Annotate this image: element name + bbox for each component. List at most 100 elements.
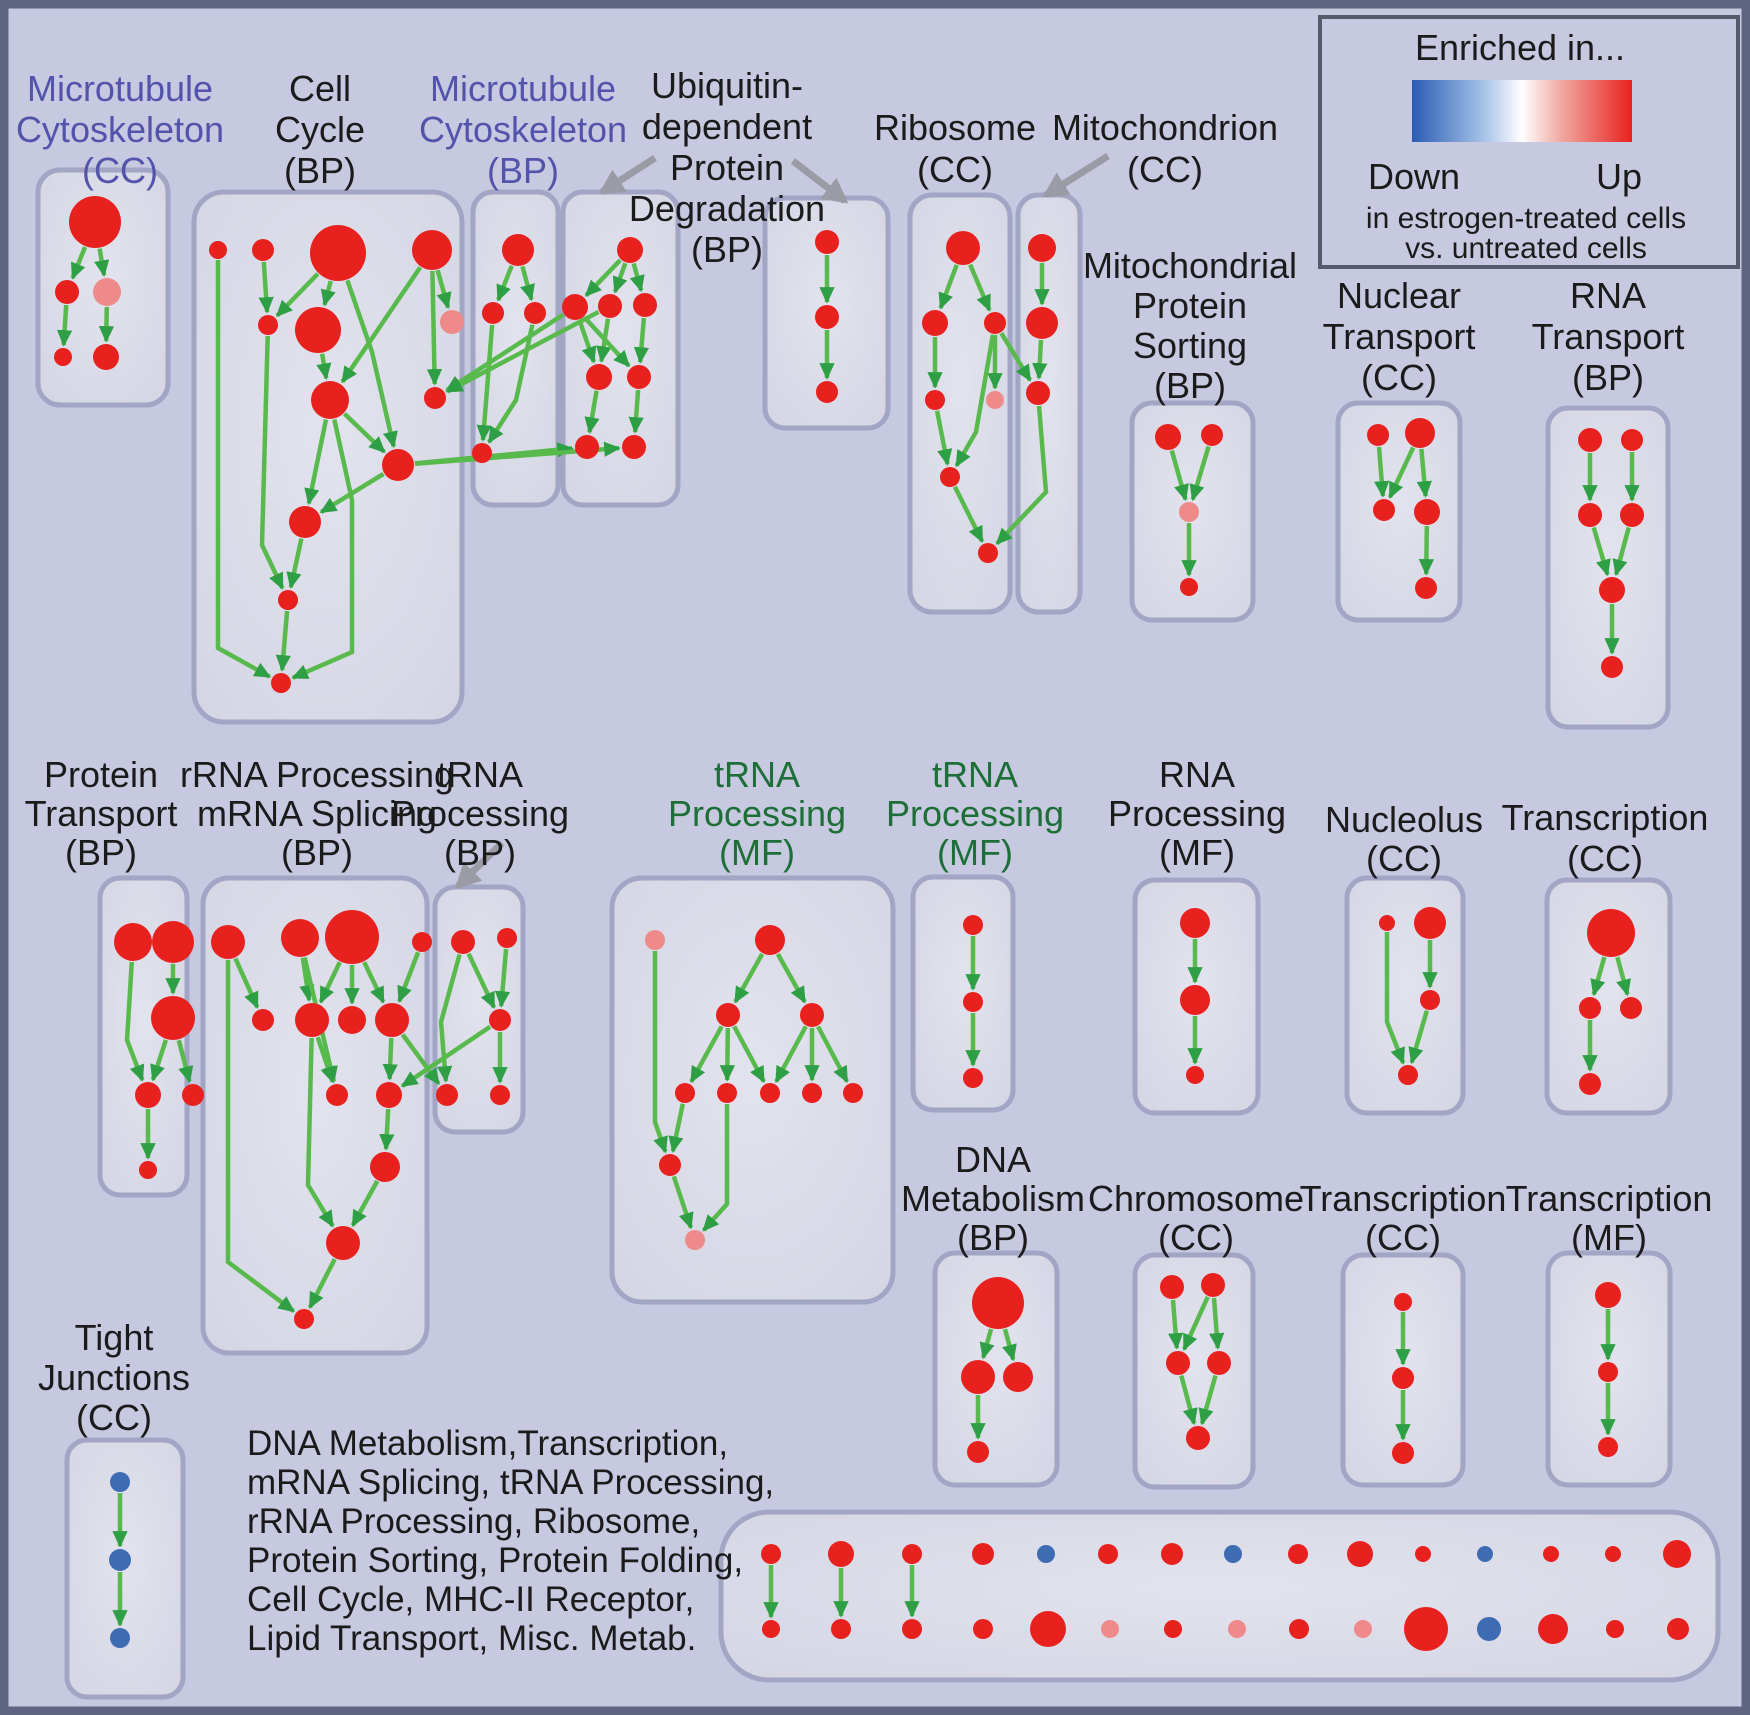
gene-node-pt2 xyxy=(152,921,194,963)
gene-node-nt2 xyxy=(1405,418,1435,448)
edge-dm1-dm3 xyxy=(1002,1328,1017,1362)
cluster-label-nuclear-transport: Nuclear Transport (CC) xyxy=(1323,275,1476,398)
edge-dm1-dm2 xyxy=(979,1328,995,1360)
cluster-label-microtubule-bp: Microtubule Cytoskeleton (BP) xyxy=(419,68,627,191)
edge-u0-u2 xyxy=(612,262,628,294)
cluster-label-chromosome: Chromosome (CC) xyxy=(1088,1178,1304,1258)
gene-node-nt4 xyxy=(1414,499,1440,525)
cluster-box-misc-cluster-strip xyxy=(718,1509,1721,1683)
gene-node-rt4 xyxy=(1620,503,1644,527)
gene-node-bw11b xyxy=(1404,1607,1448,1651)
gene-node-u1 xyxy=(562,294,588,320)
cluster-label-trna-bp-line-1: tRNA xyxy=(437,754,523,795)
gene-node-bw7a xyxy=(1161,1543,1183,1565)
gene-node-rr_a1 xyxy=(211,925,245,959)
gene-node-bw7b xyxy=(1164,1620,1182,1638)
gene-node-tc1 xyxy=(1587,909,1635,957)
edge-mtcc1-mtcc2 xyxy=(70,246,88,280)
gene-node-tj2 xyxy=(109,1549,131,1571)
cluster-label-ubiquitin: Ubiquitin-dependent Protein Degradation (BP… xyxy=(629,65,825,270)
edge-ch1-ch3 xyxy=(1168,1299,1184,1350)
edge-rr_b2-rr_e1 xyxy=(305,1037,335,1228)
edge-pt3-pt4 xyxy=(150,1039,169,1082)
cluster-label-rrna-mrna-line-2: mRNA Splicing xyxy=(197,793,437,834)
gene-node-tb2 xyxy=(497,928,517,948)
edge-tm_d-tm_e xyxy=(671,1175,694,1230)
edge-cc_c1-cc_g1 xyxy=(291,419,355,680)
edge-ch2-ch4 xyxy=(1209,1297,1225,1350)
edge-tm_c2-tm_e xyxy=(701,1104,730,1232)
gene-node-cc_b2 xyxy=(295,307,341,353)
cluster-label-transcription-mf-line-1: Transcription xyxy=(1506,1178,1713,1219)
edge-tb2-tb3 xyxy=(494,948,511,1008)
label-pointer-arrow-2 xyxy=(790,158,849,204)
gene-node-rr_a2 xyxy=(281,919,319,957)
gene-node-tf3 xyxy=(1598,1437,1618,1457)
edge-cc_b1-cc_f1 xyxy=(259,335,285,590)
gene-node-bw15b xyxy=(1667,1618,1689,1640)
edge-rr_d1-rr_e1 xyxy=(350,1179,380,1228)
gene-node-tb4 xyxy=(436,1084,458,1106)
edge-tb1-tb4 xyxy=(437,953,462,1083)
gene-node-mtcc1 xyxy=(69,196,121,248)
cluster-label-ubiquitin-line-4: Degradation xyxy=(629,188,825,229)
gene-node-tm_e xyxy=(685,1230,705,1250)
cluster-label-transcription-cc-bot: Transcription (CC) xyxy=(1300,1178,1507,1258)
cluster-label-ubiquitin-line-2: dependent xyxy=(642,106,812,147)
gene-node-ms3 xyxy=(1179,502,1199,522)
cluster-label-ubiquitin-line-5: (BP) xyxy=(691,229,763,270)
cluster-label-tight-junctions-line-2: Junctions xyxy=(38,1357,190,1398)
cluster-label-ribosome: Ribosome (CC) xyxy=(874,107,1036,190)
cluster-label-protein-transport-line-1: Protein xyxy=(44,754,158,795)
gene-node-mb_t xyxy=(502,234,534,266)
cluster-label-microtubule-cc-line-3: (CC) xyxy=(82,150,158,191)
cluster-label-transcription-cc-mid-line-2: (CC) xyxy=(1567,838,1643,879)
gene-node-tc4 xyxy=(1579,1073,1601,1095)
gene-node-nu3 xyxy=(1420,990,1440,1010)
legend-title: Enriched in... xyxy=(1415,27,1625,68)
gene-node-u7 xyxy=(622,435,646,459)
gene-node-ch2 xyxy=(1201,1273,1225,1297)
edge-cc_c1-cc_d1 xyxy=(342,412,386,454)
edge-rr_c2-rr_d1 xyxy=(379,1108,395,1151)
gene-node-rr_d1 xyxy=(370,1152,400,1182)
cluster-label-rrna-mrna-line-1: rRNA Processing xyxy=(180,754,454,795)
cluster-label-microtubule-bp-line-3: (BP) xyxy=(487,150,559,191)
edge-nu1-nu4 xyxy=(1384,932,1406,1065)
edge-nt4-nt5 xyxy=(1418,525,1435,576)
gene-node-tm_c3 xyxy=(760,1083,780,1103)
edge-rr_a3-rr_b4 xyxy=(362,961,386,1004)
gene-node-u0 xyxy=(617,237,643,263)
gene-node-bw12a xyxy=(1477,1546,1493,1562)
cluster-label-microtubule-bp-line-1: Microtubule xyxy=(430,68,616,109)
gene-node-u2 xyxy=(598,294,622,318)
gene-node-rt5 xyxy=(1599,577,1625,603)
gene-node-mt2 xyxy=(1026,307,1058,339)
cluster-box-nuclear-transport xyxy=(1335,400,1463,623)
misc-clusters-note-line-4: Protein Sorting, Protein Folding, xyxy=(247,1541,743,1580)
gene-node-rr_b2 xyxy=(295,1003,329,1037)
cluster-label-dna-metabolism-line-3: (BP) xyxy=(957,1217,1029,1258)
legend-subtitle-line-2: vs. untreated cells xyxy=(1405,232,1647,265)
cluster-label-trna-mf-2-line-3: (MF) xyxy=(937,832,1013,873)
gene-node-bw12b xyxy=(1477,1617,1501,1641)
edge-ch2-ch3 xyxy=(1182,1295,1210,1351)
cluster-box-dna-metabolism xyxy=(932,1250,1060,1488)
cluster-label-transcription-mf: Transcription (MF) xyxy=(1506,1178,1713,1258)
label-pointer-arrow-4 xyxy=(454,840,505,889)
gene-node-tj1 xyxy=(110,1472,130,1492)
edge-u5-u7 xyxy=(628,389,644,434)
cluster-label-transcription-cc-bot-line-2: (CC) xyxy=(1365,1217,1441,1258)
gene-node-ms2 xyxy=(1201,424,1223,446)
cluster-label-tight-junctions-line-3: (CC) xyxy=(76,1397,152,1438)
cluster-label-rna-processing: RNA Processing (MF) xyxy=(1108,754,1286,873)
gene-node-mt3 xyxy=(1026,381,1050,405)
gene-node-cc_a3 xyxy=(310,225,366,281)
gene-node-rr_e1 xyxy=(326,1226,360,1260)
gene-node-rt1 xyxy=(1578,428,1602,452)
edge-rr_a2-rr_b2 xyxy=(299,957,315,1002)
cluster-label-trna-mf-2: tRNA Processing (MF) xyxy=(886,754,1064,873)
edge-tm_p-tm_d xyxy=(652,951,668,1154)
